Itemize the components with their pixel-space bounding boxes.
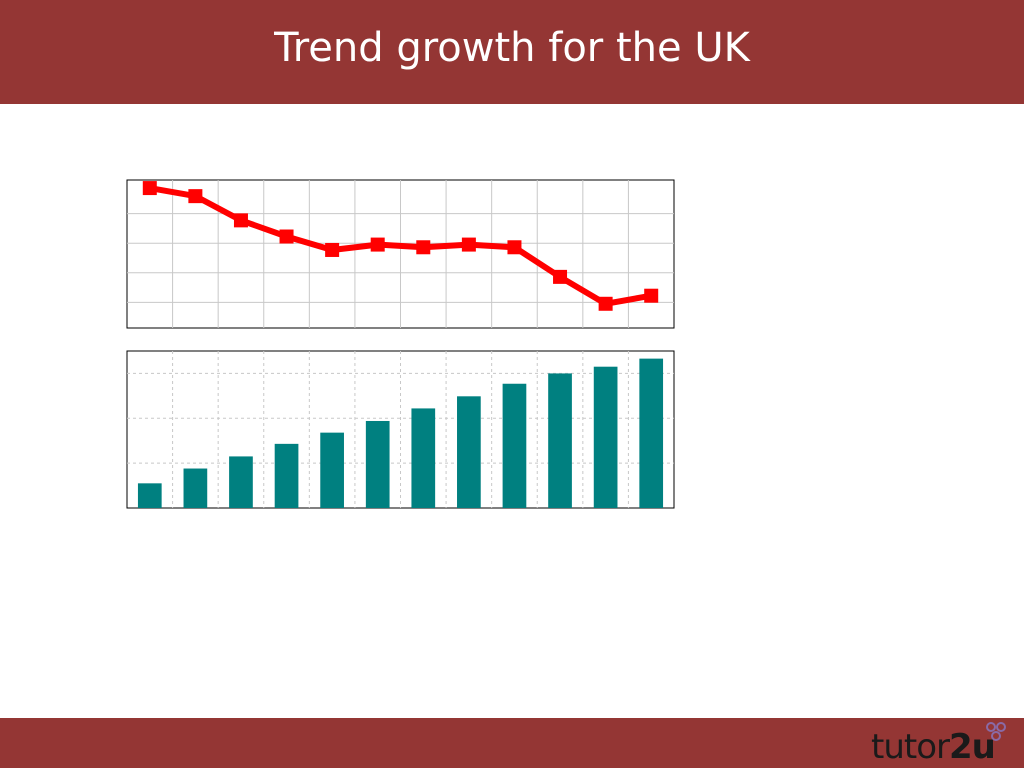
line-series-point (461, 237, 476, 252)
line-series-point (416, 240, 431, 255)
line-series-point (279, 229, 294, 244)
bar (593, 366, 618, 508)
flower-logo-icon (986, 722, 1006, 741)
title-banner: Trend growth for the UK (0, 0, 1024, 104)
bar (457, 396, 481, 508)
slide-title: Trend growth for the UK (274, 25, 750, 71)
line-series-point (142, 181, 157, 196)
line-series-path (149, 185, 652, 307)
bar (137, 483, 162, 508)
line-series-point (233, 213, 248, 228)
line-series-point (598, 296, 613, 311)
brand-logo: tutor2u (871, 727, 996, 767)
brand-name-accent: 2u (949, 727, 996, 767)
line-series-point (325, 242, 340, 257)
line-series-point (644, 288, 659, 303)
chart-area (126, 179, 675, 509)
line-series-point (507, 240, 522, 255)
bar (229, 456, 253, 508)
bar (274, 443, 299, 508)
footer-banner (0, 718, 1024, 768)
line-series-point (370, 237, 385, 252)
bar (411, 408, 436, 508)
bar (183, 468, 208, 508)
bar (639, 358, 664, 508)
line-series-point (553, 269, 568, 284)
line-series-point (188, 189, 203, 204)
bar (365, 420, 390, 508)
brand-name-plain: tutor (871, 727, 950, 767)
bar (320, 432, 344, 508)
bar (548, 373, 572, 508)
bar (502, 383, 527, 508)
